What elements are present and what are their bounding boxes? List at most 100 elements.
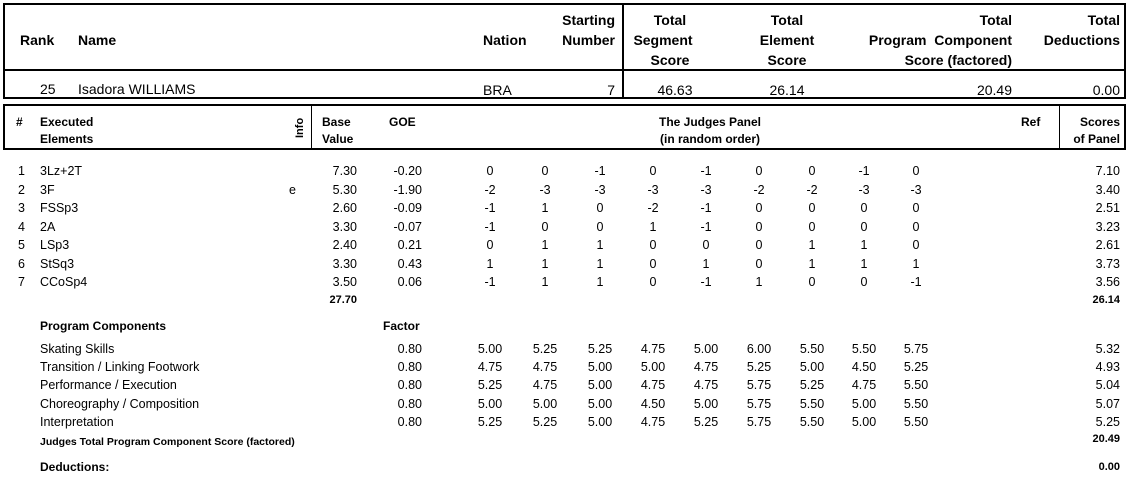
judge-score: 0 (808, 275, 816, 289)
element-base-value: 7.30 (332, 164, 357, 178)
element-number: 3 (18, 201, 25, 215)
summary-header-box (3, 3, 1126, 99)
skater-name: Isadora WILLIAMS (78, 81, 196, 97)
component-judge-score: 5.00 (693, 396, 719, 411)
judge-score: 0 (596, 219, 604, 234)
element-number: 1 (18, 164, 25, 178)
judge-score: 0 (755, 256, 763, 271)
component-factor: 0.80 (397, 378, 422, 393)
component-name: Interpretation (40, 414, 114, 429)
component-judge-score: 4.50 (851, 360, 877, 375)
component-judge-score: 5.00 (851, 396, 877, 411)
nation-label: Nation (483, 32, 527, 48)
judge-score: 1 (596, 275, 604, 289)
judge-score: -1 (594, 164, 606, 178)
judge-score: 0 (649, 256, 657, 271)
component-judge-score: 5.00 (532, 396, 558, 411)
component-panel-score: 5.04 (1095, 378, 1120, 393)
component-panel-score: 5.32 (1095, 342, 1120, 356)
judge-score: -1 (700, 164, 712, 178)
component-name: Transition / Linking Footwork (40, 360, 200, 375)
component-judge-score: 5.25 (477, 378, 503, 393)
component-judge-score: 5.25 (693, 414, 719, 429)
element-goe: 0.06 (397, 275, 422, 289)
info-label: Info (294, 117, 306, 138)
program-components-label: Program Components (40, 319, 167, 333)
judge-score: 1 (755, 275, 763, 289)
skater-nation: BRA (483, 82, 512, 98)
judge-score: -3 (700, 182, 712, 197)
element-name: 3Lz+2T (40, 164, 83, 178)
judge-score: 1 (649, 219, 657, 234)
judge-score: -1 (484, 219, 496, 234)
deductions-label: Deductions: (40, 460, 110, 474)
component-judge-score: 5.00 (587, 378, 613, 393)
element-number: 2 (18, 182, 25, 197)
element-number: 7 (18, 275, 25, 289)
judge-score: 0 (912, 201, 920, 215)
component-judge-score: 5.00 (851, 414, 877, 429)
component-judge-score: 5.00 (587, 396, 613, 411)
element-panel-score: 3.73 (1095, 256, 1120, 271)
judge-score: 1 (702, 256, 710, 271)
element-base-value: 3.30 (332, 256, 357, 271)
judge-score: -1 (858, 164, 870, 178)
component-judge-score: 5.50 (903, 396, 929, 411)
judge-score: 1 (860, 256, 868, 271)
pcs-total-value: 20.49 (1092, 433, 1120, 445)
component-judge-score: 5.00 (640, 360, 666, 375)
element-name: 2A (40, 219, 56, 234)
total-program-component-score-label: Total Program Component Score (factored) (868, 12, 1012, 68)
component-judge-score: 5.00 (799, 360, 825, 375)
element-goe: -0.20 (393, 164, 423, 178)
element-number: 5 (18, 238, 25, 252)
judge-score: 0 (912, 164, 920, 178)
judge-score: -3 (594, 182, 606, 197)
component-judge-score: 5.50 (799, 396, 825, 411)
judge-score: 0 (912, 238, 920, 252)
component-judge-score: 4.75 (693, 360, 719, 375)
component-judge-score: 4.75 (477, 360, 503, 375)
judge-score: 1 (912, 256, 920, 271)
component-judge-score: 5.75 (903, 342, 929, 356)
element-base-value: 5.30 (332, 182, 357, 197)
component-judge-score: 5.25 (532, 342, 558, 356)
judge-score: -3 (539, 182, 551, 197)
component-panel-score: 5.25 (1095, 414, 1120, 429)
elements-score-total: 26.14 (1092, 294, 1120, 306)
judge-score: 0 (649, 275, 657, 289)
component-judge-score: 4.75 (532, 360, 558, 375)
pcs-total-label: Judges Total Program Component Score (fa… (40, 436, 295, 448)
judge-score: -2 (484, 182, 496, 197)
element-info: e (289, 182, 296, 197)
component-judge-score: 5.25 (587, 342, 613, 356)
element-goe: -0.09 (393, 201, 423, 215)
judge-score: 1 (541, 238, 549, 252)
elements-header-divider-scores (1059, 104, 1060, 150)
component-panel-score: 5.07 (1095, 396, 1120, 411)
component-judge-score: 5.25 (532, 414, 558, 429)
starting-number-label: Starting Number (562, 12, 615, 48)
judge-score: -1 (700, 275, 712, 289)
component-judge-score: 4.75 (532, 378, 558, 393)
component-factor: 0.80 (397, 360, 422, 375)
component-judge-score: 5.50 (851, 342, 877, 356)
component-judge-score: 5.50 (799, 414, 825, 429)
rank-label: Rank (20, 32, 55, 48)
component-name: Skating Skills (40, 342, 115, 356)
element-panel-score: 3.56 (1095, 275, 1120, 289)
judge-score: -2 (806, 182, 818, 197)
judge-score: -1 (700, 219, 712, 234)
judge-score: 0 (808, 201, 816, 215)
judge-score: -2 (753, 182, 765, 197)
judge-score: 0 (486, 164, 494, 178)
judge-score: -2 (647, 201, 659, 215)
component-judge-score: 4.75 (640, 378, 666, 393)
judge-score: 1 (808, 256, 816, 271)
total-element-score-label: Total Element Score (759, 12, 815, 68)
component-judge-score: 5.25 (477, 414, 503, 429)
judge-score: -1 (484, 201, 496, 215)
component-factor: 0.80 (397, 342, 422, 356)
component-judge-score: 4.50 (640, 396, 666, 411)
element-panel-score: 7.10 (1095, 164, 1120, 178)
